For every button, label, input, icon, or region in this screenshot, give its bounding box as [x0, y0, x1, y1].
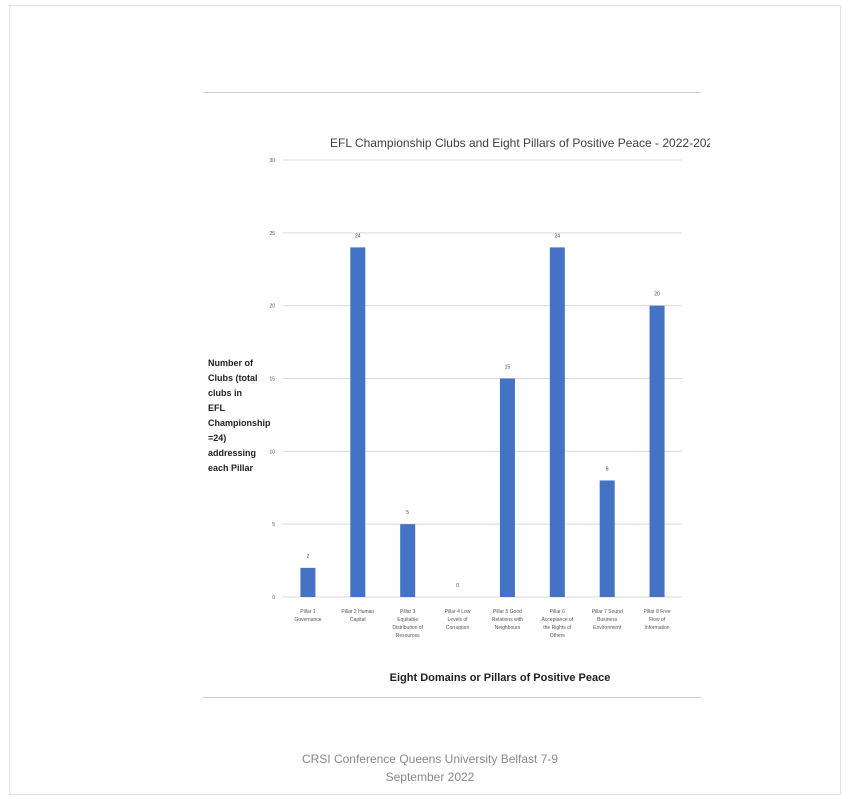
bar: [499, 378, 515, 597]
y-tick-label: 15: [269, 377, 275, 383]
data-label: 0: [456, 583, 459, 589]
divider-bottom: [203, 697, 701, 698]
divider-top: [203, 92, 701, 93]
footer-caption: CRSI Conference Queens University Belfas…: [300, 750, 560, 786]
y-axis-label: Number of Clubs (total clubs in EFL Cham…: [208, 358, 271, 473]
bar: [599, 480, 615, 597]
data-label: 15: [505, 365, 511, 371]
chart-title: EFL Championship Clubs and Eight Pillars…: [330, 136, 710, 150]
y-tick-label: 25: [269, 231, 275, 237]
x-tick-label: Pillar 8 Free Flow of Information: [644, 609, 671, 631]
page-frame: [9, 5, 841, 795]
bar: [400, 524, 416, 597]
data-label: 8: [606, 466, 609, 472]
x-tick-label: Pillar 7 Sound Business Environment: [592, 609, 623, 631]
x-axis-label: Eight Domains or Pillars of Positive Pea…: [389, 672, 611, 684]
data-label: 24: [555, 233, 561, 239]
y-tick-label: 10: [269, 449, 275, 455]
x-tick-label: Pillar 3 Equitable Distribution of Resource…: [392, 609, 423, 639]
footer-line-1: CRSI Conference Queens University Belfas…: [301, 752, 559, 766]
bar: [300, 567, 316, 597]
x-tick-label: Pillar 2 Human Capital: [341, 609, 374, 623]
footer-line-2: September 2022: [385, 770, 475, 784]
y-tick-label: 5: [272, 522, 275, 528]
x-tick-label: Pillar 4 Low Levels of Corruption: [445, 609, 471, 631]
x-tick-label: Pillar 1 Governance: [294, 609, 321, 623]
y-tick-label: 30: [269, 158, 275, 164]
data-label: 24: [355, 233, 361, 239]
bar: [649, 305, 665, 597]
data-label: 2: [307, 554, 310, 560]
bar: [350, 247, 366, 597]
bar: [549, 247, 565, 597]
y-tick-label: 20: [269, 304, 275, 310]
data-label: 5: [406, 510, 409, 516]
data-label: 20: [654, 292, 660, 298]
x-tick-label: Pillar 6 Acceptance of the Rights of Others: [541, 609, 573, 639]
y-tick-label: 0: [272, 595, 275, 601]
x-tick-label: Pillar 5 Good Relations with Neighbours: [492, 609, 523, 631]
